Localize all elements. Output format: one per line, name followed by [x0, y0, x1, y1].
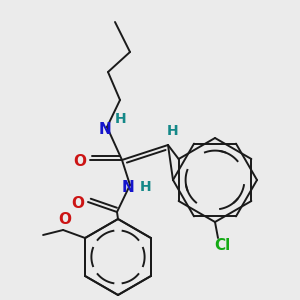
Text: H: H — [140, 180, 152, 194]
Text: N: N — [99, 122, 111, 136]
Text: H: H — [167, 124, 179, 138]
Text: H: H — [115, 112, 127, 126]
Text: N: N — [122, 179, 134, 194]
Text: Cl: Cl — [214, 238, 230, 253]
Text: O: O — [58, 212, 72, 227]
Text: O: O — [74, 154, 86, 169]
Text: O: O — [71, 196, 85, 211]
